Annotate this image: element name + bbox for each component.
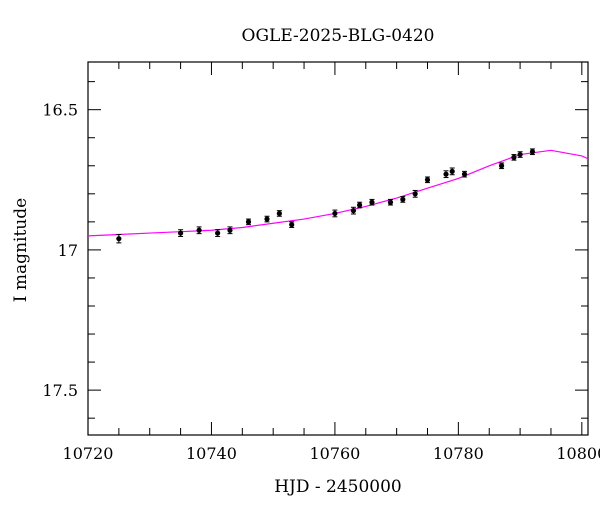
data-point — [498, 163, 505, 169]
x-tick-label: 10760 — [309, 444, 360, 463]
data-point — [289, 222, 295, 228]
y-tick-label: 16.5 — [42, 101, 78, 120]
data-point — [529, 149, 536, 155]
x-tick-label: 10780 — [433, 444, 484, 463]
data-point — [449, 168, 455, 174]
x-tick-label: 10800 — [556, 444, 600, 463]
data-point — [412, 191, 418, 197]
data-point — [357, 202, 363, 208]
data-point — [245, 219, 252, 225]
data-point — [400, 196, 406, 203]
data-point — [116, 236, 122, 242]
data-point — [517, 151, 523, 158]
data-point — [350, 208, 357, 214]
data-point — [511, 154, 517, 160]
data-point — [443, 171, 449, 177]
data-point — [369, 199, 375, 205]
x-tick-label: 10720 — [63, 444, 114, 463]
x-tick-label: 10740 — [186, 444, 237, 463]
y-tick-label: 17 — [58, 241, 78, 260]
data-point — [264, 216, 270, 222]
plot-area: 10720 10740 10760 10780 10800 16.5 17 17.5 — [42, 61, 600, 463]
data-point — [196, 227, 202, 233]
data-point — [227, 227, 233, 233]
data-point — [215, 230, 221, 236]
x-axis-title: HJD - 2450000 — [274, 477, 402, 497]
data-point — [387, 199, 394, 205]
data-point — [424, 177, 431, 183]
chart-title: OGLE-2025-BLG-0420 — [242, 26, 435, 46]
data-point — [276, 210, 282, 217]
plot-frame — [87, 61, 589, 436]
model-curve — [88, 149, 588, 237]
data-point — [461, 171, 468, 177]
y-axis-title: I magnitude — [11, 198, 31, 302]
data-point — [177, 230, 184, 236]
y-tick-label: 17.5 — [42, 381, 78, 400]
data-point — [332, 210, 338, 217]
